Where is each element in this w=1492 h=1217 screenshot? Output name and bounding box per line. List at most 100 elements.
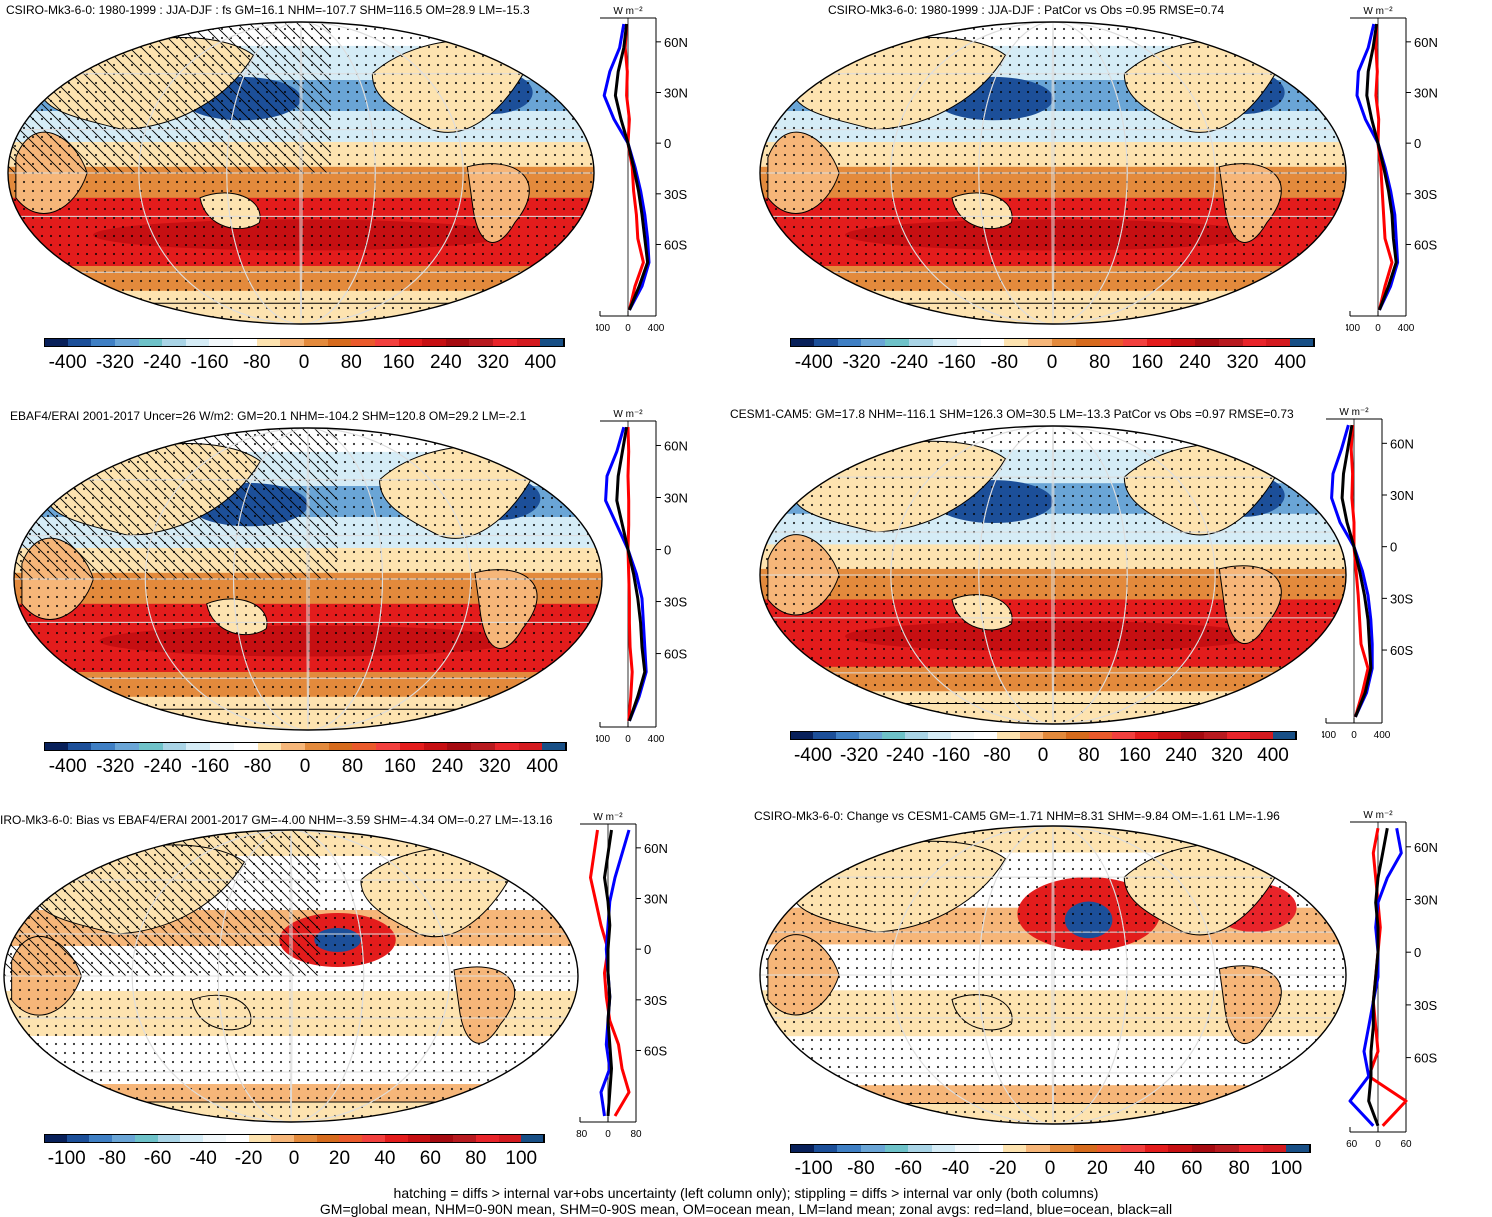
lat-tick-label: 0 [664,136,671,151]
hatching [8,22,331,173]
lat-tick-label: 60S [1414,237,1437,252]
colorbar-label: 60 [1181,1158,1203,1179]
footer-line-1: hatching = diffs > internal var+obs unce… [393,1185,1099,1201]
lat-tick-label: 0 [664,543,671,558]
graticule-meridian [289,830,293,1122]
map-fill [14,428,602,730]
lat-tick-label: 60N [664,35,688,50]
map-outline [759,21,1347,325]
colorbar-label: -160 [191,756,230,777]
panel-title: EBAF4/ERAI 2001-2017 Uncer=26 W/m2: GM=2… [10,409,527,423]
colorbar-label: -160 [190,352,229,373]
map-outline [13,427,603,731]
colorbar-label: 0 [1046,352,1058,373]
colorbar-label: -400 [793,745,833,766]
colorbar-label: -320 [95,352,134,373]
graticule-meridian [890,426,1216,724]
lat-tick-label: 30N [644,892,668,907]
lat-tick-label: 30N [1414,893,1438,908]
x-tick-label: 60 [1400,1139,1412,1150]
colorbar: -100 -80 -60 -40 -20 0 20 40 60 80 100 [790,1144,1311,1184]
colorbar-label: 100 [1270,1158,1303,1179]
graticule-meridian [306,428,310,730]
colorbar-label: -60 [894,1158,922,1179]
profile-line-all [1367,827,1389,1127]
colorbar-cell [1290,338,1315,347]
colorbar-frame [44,338,564,347]
colorbar-label: 400 [1257,745,1289,766]
lat-tick-label: 60N [1414,35,1438,50]
colorbar-label: -320 [96,756,135,777]
colorbar-label: 100 [505,1148,538,1169]
zonal-mean-profile: W m⁻² 60N 30N 0 30S 60S -400 0 400 [1322,407,1414,741]
colorbar-label: -20 [234,1148,263,1169]
profile-line-land [1374,23,1394,311]
colorbar-cell [540,338,565,347]
x-tick-label: 80 [630,1129,642,1140]
x-tick-label: -400 [596,734,610,745]
graticule-meridian [1051,826,1055,1124]
colorbar: -100 -80 -60 -40 -20 0 20 40 60 80 100 [44,1134,545,1174]
map-fill [760,826,1346,1124]
x-tick-label: 0 [625,734,631,745]
colorbar-label: -100 [47,1148,86,1169]
colorbar-label: 0 [299,756,311,777]
colorbar-label: -400 [794,352,833,373]
colorbar-label: -400 [48,352,87,373]
graticule-meridian [226,22,376,324]
graticule-meridian [978,826,1128,1124]
map-fill [4,830,578,1122]
map-fill [760,22,1346,324]
lat-tick-label: 60S [1390,643,1413,658]
lat-tick-label: 0 [1390,540,1397,555]
colorbar-label: -160 [931,745,971,766]
graticule-meridian [217,830,365,1122]
graticule-meridian [890,826,1216,1124]
graticule-meridian [978,426,1128,724]
lat-tick-label: 30N [664,86,688,101]
lat-tick-label: 30N [1414,86,1438,101]
profile-unit: W m⁻² [1363,6,1393,17]
profile-line-all [615,426,647,722]
colorbar-label: 40 [374,1148,396,1169]
colorbar-label: 0 [1044,1158,1056,1179]
graticule-meridian [144,428,472,730]
colorbar-label: 20 [1086,1158,1108,1179]
colorbar-label: -40 [189,1148,217,1169]
lat-tick-label: 0 [644,942,651,957]
map-outline [759,425,1347,725]
lat-tick-label: 60N [644,841,668,856]
profile-line-all [613,23,650,311]
profile-unit: W m⁻² [613,409,643,420]
colorbar-cell [1273,731,1297,740]
panel-title: CSIRO-Mk3-6-0: 1980-1999 : JJA-DJF : Pat… [828,3,1225,17]
x-tick-label: -80 [576,1129,588,1140]
colorbar-label: 400 [526,756,559,777]
colorbar-label: 80 [1078,745,1100,766]
map [759,825,1347,1125]
map-fill [760,426,1346,724]
lat-tick-label: 60S [1414,1051,1437,1066]
colorbar-label: 80 [340,352,362,373]
colorbar-label: 320 [1211,745,1243,766]
hatching [14,428,338,579]
colorbar-label: 160 [1119,745,1151,766]
colorbar-label: -320 [842,352,881,373]
x-tick-label: 0 [1375,1139,1381,1150]
lat-tick-label: 60S [644,1043,667,1058]
colorbar-label: -240 [885,745,925,766]
map [7,21,595,325]
x-tick-label: 0 [625,323,631,334]
colorbar-label: 240 [1179,352,1211,373]
colorbar-label: 80 [1089,352,1111,373]
graticule-meridian [299,22,303,324]
footer-line-2: GM=global mean, NHM=0-90N mean, SHM=0-90… [319,1201,1173,1217]
colorbar-label: -240 [890,352,929,373]
colorbar-label: -80 [847,1158,875,1179]
x-tick-label: -400 [596,323,610,334]
lat-tick-label: 30N [1390,488,1414,503]
lat-tick-label: 60N [664,438,688,453]
x-tick-label: 400 [648,323,665,334]
colorbar-label: -80 [983,745,1011,766]
x-tick-label: -60 [1346,1139,1358,1150]
